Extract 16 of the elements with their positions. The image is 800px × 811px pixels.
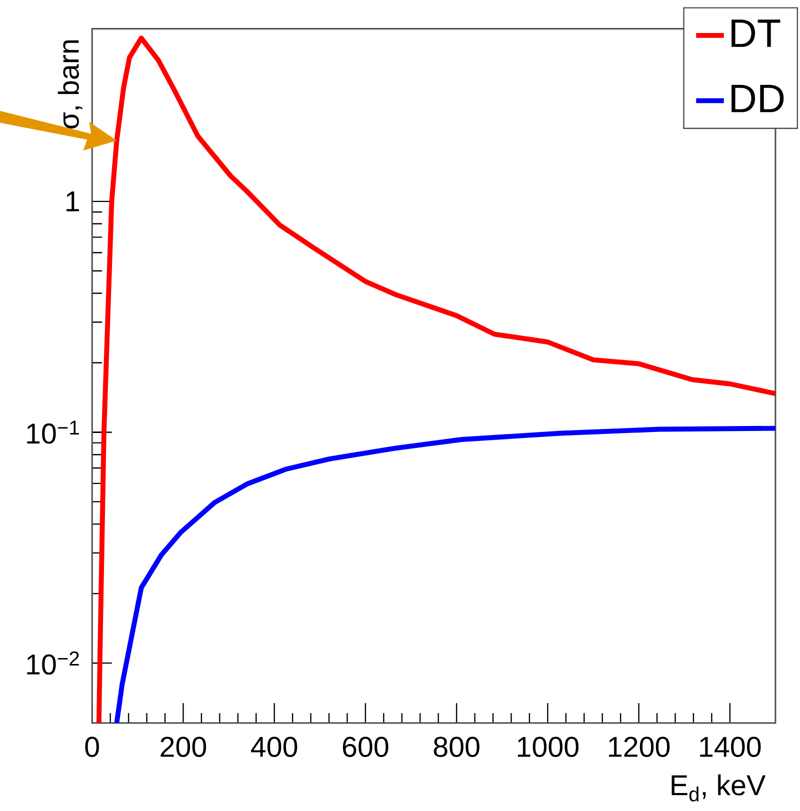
y-tick-label: 10$^{−1}$	[27, 420, 79, 444]
x-tick-label: 200	[160, 736, 206, 758]
x-tick-label: 400	[250, 736, 298, 758]
x-tick-label: 0	[85, 736, 99, 758]
x-tick-label: 1400	[700, 736, 761, 758]
y-tick-label: 1	[66, 192, 79, 212]
x-tick-label: 800	[434, 736, 480, 758]
y-tick-label: 10$^{−2}$	[27, 651, 79, 675]
legend-label: DD	[731, 84, 784, 112]
x-tick-label: 1000	[518, 736, 578, 758]
x-axis-title: E$_{d}$, keV	[672, 774, 766, 802]
y-axis-title: σ, barn	[58, 40, 82, 128]
x-tick-label: 600	[342, 736, 388, 758]
x-tick-label: 1200	[608, 736, 670, 758]
line-series	[114, 426, 776, 723]
legend-label: DT	[731, 20, 780, 47]
